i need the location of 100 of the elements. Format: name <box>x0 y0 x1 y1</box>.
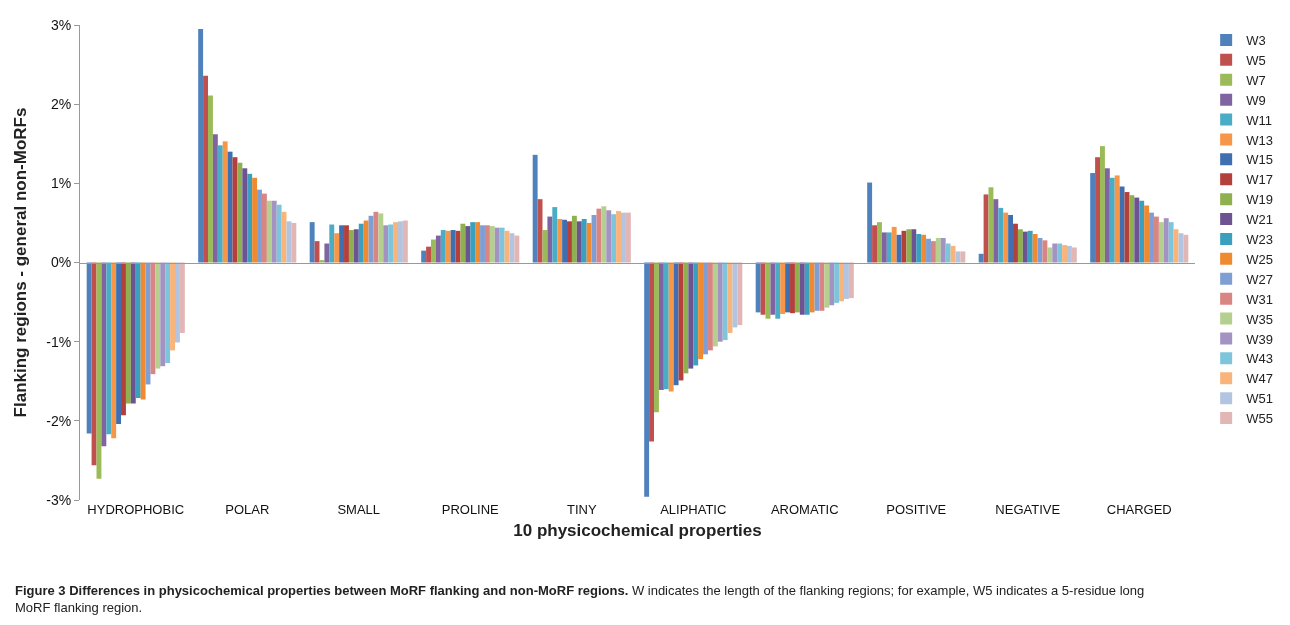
bar <box>557 218 563 263</box>
bar <box>1022 231 1028 263</box>
bar <box>276 204 282 263</box>
bar <box>363 220 369 263</box>
bar <box>111 262 117 439</box>
bar <box>378 213 384 263</box>
bar <box>281 211 287 263</box>
bar <box>1017 229 1023 263</box>
bar <box>1158 222 1164 263</box>
bar <box>465 226 471 263</box>
bar <box>935 237 941 263</box>
legend-label: W35 <box>1246 311 1273 327</box>
bar <box>644 262 650 497</box>
bar <box>1100 146 1105 263</box>
bar <box>799 262 805 315</box>
bar <box>755 262 761 313</box>
bar <box>790 262 795 314</box>
y-tick-label: -1% <box>46 333 72 350</box>
bar <box>388 224 394 263</box>
legend-label: W31 <box>1246 291 1273 307</box>
bar <box>596 208 602 263</box>
bar <box>703 262 708 355</box>
bar <box>1042 240 1048 263</box>
bar <box>1119 186 1125 263</box>
bar <box>150 262 156 375</box>
bar <box>160 262 166 367</box>
bar <box>621 212 626 263</box>
legend-label: W15 <box>1246 152 1273 168</box>
bar <box>1129 195 1135 263</box>
bar <box>155 262 161 369</box>
bar <box>940 237 946 263</box>
legend-label: W9 <box>1246 92 1266 108</box>
bar <box>1173 229 1179 263</box>
x-axis-title: 10 physicochemical properties <box>513 521 762 541</box>
bar <box>402 220 408 263</box>
bar <box>829 262 835 306</box>
bar <box>271 200 277 263</box>
bar <box>431 239 436 263</box>
legend-label: W43 <box>1246 351 1273 367</box>
bar <box>348 230 354 263</box>
bar <box>1067 245 1072 263</box>
bar <box>480 225 485 263</box>
bar <box>170 262 175 351</box>
bar <box>616 211 621 263</box>
bar <box>1013 223 1018 263</box>
bar <box>291 222 297 263</box>
bar <box>217 145 223 263</box>
bar <box>872 225 877 263</box>
bar <box>1062 245 1067 263</box>
bar <box>445 230 451 263</box>
legend-label: W7 <box>1246 72 1266 88</box>
bar <box>537 199 543 263</box>
bar <box>504 230 510 263</box>
bar <box>780 262 786 314</box>
bar <box>717 262 723 342</box>
bar <box>839 262 844 302</box>
x-tick-label: NEGATIVE <box>995 502 1061 517</box>
bar <box>547 216 553 263</box>
bar <box>1109 177 1115 263</box>
bar <box>945 243 951 263</box>
bar <box>514 235 520 263</box>
bar <box>911 229 917 263</box>
bar <box>891 226 897 263</box>
bar <box>824 262 830 308</box>
y-tick-label: 1% <box>50 175 72 192</box>
bar <box>877 222 882 263</box>
bar <box>658 262 664 390</box>
legend-label: W27 <box>1246 271 1273 287</box>
bar <box>770 262 776 315</box>
bar <box>247 173 253 263</box>
bar <box>1003 212 1009 263</box>
bar <box>130 262 136 404</box>
bar <box>1047 247 1053 263</box>
bar <box>398 221 403 263</box>
bar <box>324 243 330 263</box>
bar <box>668 262 674 392</box>
x-tick-label: AROMATIC <box>770 502 839 517</box>
bar <box>562 219 568 263</box>
bar <box>1149 212 1154 263</box>
bar <box>532 154 538 263</box>
bar <box>722 262 728 341</box>
bar <box>489 226 495 263</box>
bar <box>794 262 800 313</box>
bar <box>896 234 902 263</box>
bar <box>848 262 854 299</box>
legend-label: W55 <box>1246 411 1273 427</box>
bar <box>552 207 558 263</box>
bar <box>921 234 927 263</box>
bar <box>960 251 966 263</box>
legend-label: W39 <box>1246 331 1273 347</box>
bar <box>688 262 694 369</box>
bar <box>339 225 345 263</box>
bar <box>567 221 572 263</box>
y-tick-label: 0% <box>50 254 72 271</box>
bar <box>712 262 718 347</box>
bar <box>775 262 781 319</box>
bar <box>165 262 171 364</box>
bar <box>737 262 743 326</box>
bar <box>309 222 315 263</box>
bar <box>1052 243 1058 263</box>
